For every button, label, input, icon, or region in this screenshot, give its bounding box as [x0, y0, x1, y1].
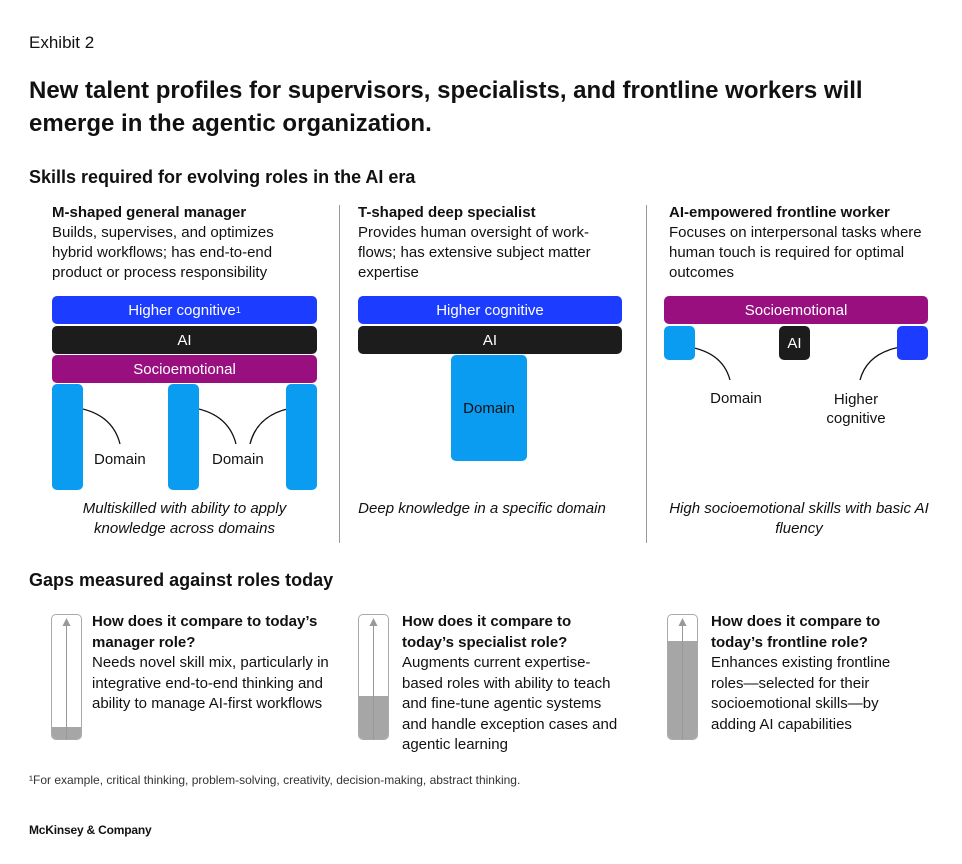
footnote-mark: 1 [235, 305, 241, 315]
domain-pillar [52, 384, 83, 490]
gap-answer: Augments current expertise-based roles w… [402, 654, 618, 753]
ai-block: AI [779, 326, 810, 360]
exhibit-label: Exhibit 2 [29, 33, 95, 52]
role-description: Builds, supervises, and optimizes hybrid… [52, 224, 274, 281]
higher-cognitive-bar: Higher cognitive [358, 296, 622, 324]
domain-pillar [286, 384, 317, 490]
domain-label: Domain [212, 451, 264, 468]
arrow-up-icon [678, 618, 687, 740]
gap-answer: Enhances existing frontline roles—select… [711, 654, 891, 733]
bar-label: Higher cognitive [128, 301, 236, 319]
gap-text: How does it compare to today’s manager r… [92, 612, 332, 715]
page-title: New talent profiles for supervisors, spe… [29, 77, 863, 137]
gaps-heading: Gaps measured against roles today [29, 570, 334, 590]
socioemotional-bar: Socioemotional [664, 296, 928, 324]
ai-bar: AI [52, 326, 317, 354]
divider [646, 205, 647, 543]
domain-pillar [168, 384, 199, 490]
higher-cognitive-label: Higher cognitive [826, 391, 886, 427]
higher-cognitive-bar: Higher cognitive 1 [52, 296, 317, 324]
brand-logo: McKinsey & Company [29, 823, 152, 837]
role-caption: Multiskilled with ability to apply knowl… [82, 500, 287, 537]
role-title: AI-empowered frontline worker [669, 204, 890, 221]
domain-block: Domain [451, 355, 527, 461]
gap-question: How does it compare to today’s frontline… [711, 613, 881, 651]
role-description: Focuses on interpersonal tasks where hum… [669, 224, 922, 281]
divider [339, 205, 340, 543]
role-caption: Deep knowledge in a specific domain [358, 500, 606, 517]
gap-text: How does it compare to today’s frontline… [711, 612, 921, 735]
footnote: ¹For example, critical thinking, problem… [29, 773, 521, 787]
arrow-up-icon [369, 618, 378, 740]
arrow-up-icon [62, 618, 71, 740]
higher-cognitive-block [897, 326, 928, 360]
socioemotional-bar: Socioemotional [52, 355, 317, 383]
role-caption: High socioemotional skills with basic AI… [669, 500, 929, 537]
gap-text: How does it compare to today’s specialis… [402, 612, 622, 756]
gap-question: How does it compare to today’s manager r… [92, 613, 318, 651]
role-title: M-shaped general manager [52, 204, 247, 221]
role-title: T-shaped deep specialist [358, 204, 536, 221]
domain-block [664, 326, 695, 360]
domain-label: Domain [710, 390, 762, 407]
role-description: Provides human oversight of work-flows; … [358, 224, 591, 281]
gap-answer: Needs novel skill mix, particularly in i… [92, 654, 329, 712]
skills-heading: Skills required for evolving roles in th… [29, 167, 416, 187]
gap-question: How does it compare to today’s specialis… [402, 613, 572, 651]
ai-bar: AI [358, 326, 622, 354]
domain-label: Domain [94, 451, 146, 468]
